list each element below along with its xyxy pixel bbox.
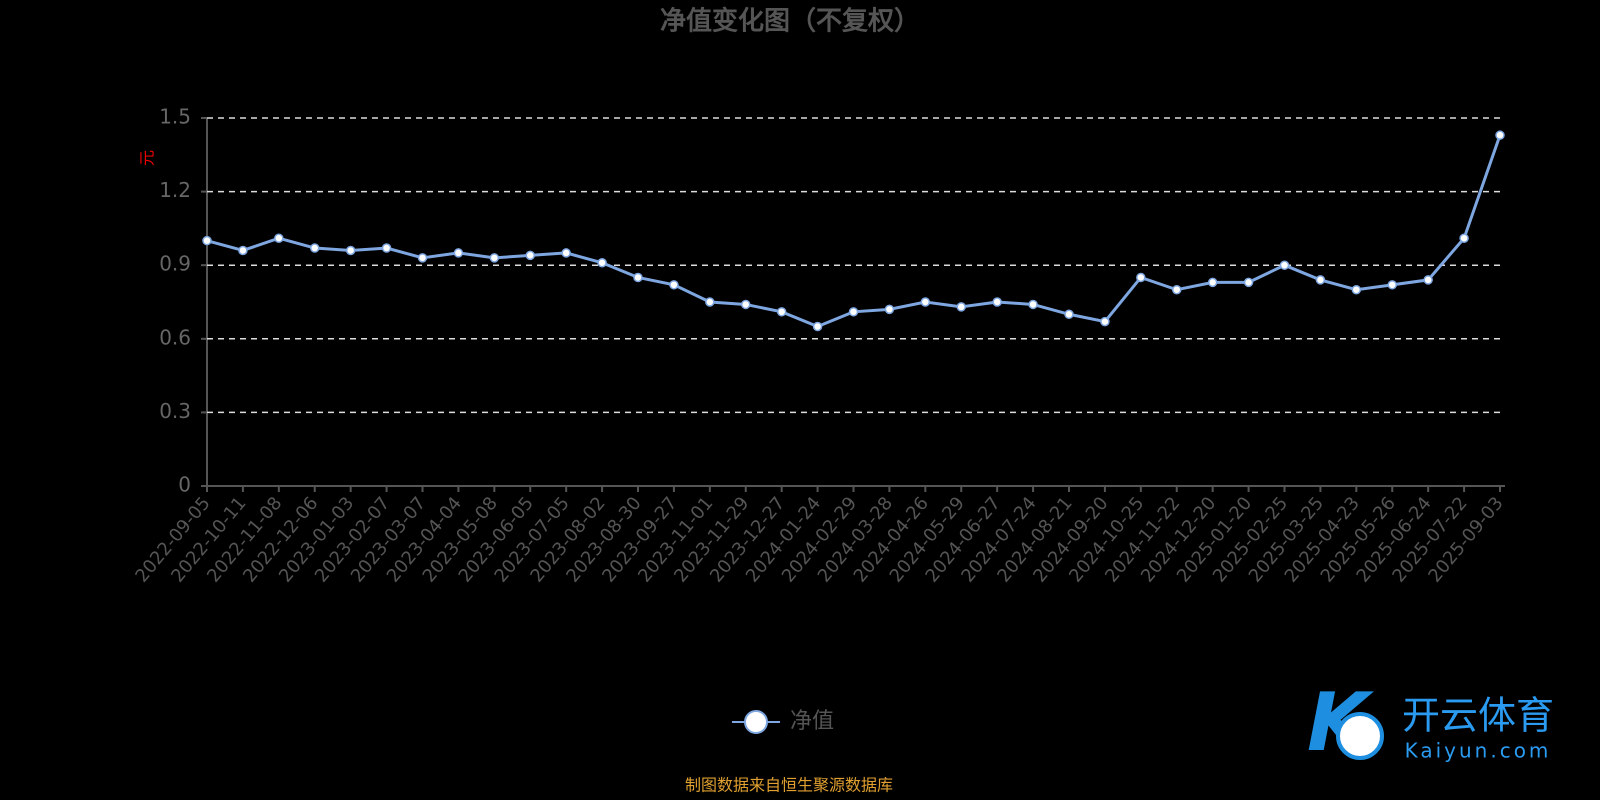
- point: [1279, 260, 1290, 270]
- point: [1243, 277, 1254, 288]
- y-axis-label: 元: [138, 150, 157, 166]
- point: [1459, 233, 1469, 243]
- point: [1172, 284, 1182, 295]
- point: [345, 245, 356, 256]
- point: [417, 253, 428, 263]
- point: [274, 233, 284, 243]
- point: [1064, 309, 1074, 320]
- point: [1495, 130, 1505, 140]
- y-tick-label: 0.9: [159, 252, 191, 276]
- point: [489, 253, 500, 263]
- point: [920, 297, 931, 307]
- y-tick-label: 0.3: [159, 399, 191, 423]
- point: [956, 302, 966, 312]
- watermark: K 开云体育 Kaiyun.com: [1307, 676, 1554, 769]
- y-tick-label: 0: [178, 473, 191, 497]
- chart-title: 净值变化图（不复权）: [660, 6, 920, 37]
- point: [1207, 277, 1218, 288]
- watermark-ball: [1336, 712, 1384, 760]
- point: [705, 297, 715, 307]
- point: [597, 257, 607, 268]
- point: [381, 243, 392, 253]
- y-tick-label: 1.2: [159, 178, 191, 202]
- point: [848, 307, 859, 317]
- point: [1351, 284, 1362, 295]
- point: [884, 304, 895, 315]
- point: [992, 297, 1002, 307]
- y-tick-label: 0.6: [159, 325, 191, 349]
- point: [812, 321, 823, 332]
- y-tick-label: 1.5: [159, 105, 191, 129]
- point: [1423, 275, 1433, 285]
- point: [1100, 316, 1110, 327]
- point: [238, 245, 248, 256]
- point: [1315, 275, 1326, 285]
- source-note: 制图数据来自恒生聚源数据库: [685, 776, 893, 795]
- point: [525, 250, 535, 261]
- point: [1028, 299, 1038, 310]
- legend-label: 净值: [790, 709, 834, 734]
- point: [633, 272, 643, 283]
- point: [561, 248, 571, 258]
- point: [669, 280, 679, 290]
- point: [310, 243, 320, 253]
- point: [1136, 272, 1146, 283]
- point: [453, 248, 464, 258]
- watermark-brand: 开云体育: [1402, 694, 1554, 738]
- point: [202, 235, 212, 246]
- watermark-url: Kaiyun.com: [1405, 739, 1552, 763]
- legend-marker: [744, 710, 768, 734]
- point: [741, 299, 751, 310]
- point: [776, 307, 787, 317]
- point: [1387, 280, 1397, 290]
